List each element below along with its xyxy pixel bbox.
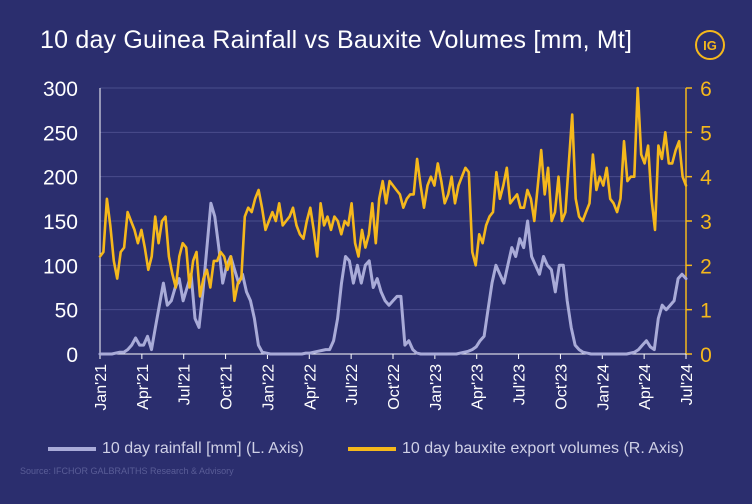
y-right-tick-label: 6 xyxy=(700,78,712,101)
x-tick-label: Jan'24 xyxy=(595,364,612,411)
y-right-tick-label: 3 xyxy=(700,211,712,234)
y-right-tick-label: 2 xyxy=(700,255,712,278)
x-tick-label: Jan'23 xyxy=(428,364,445,411)
legend-label-rainfall: 10 day rainfall [mm] (L. Axis) xyxy=(102,440,304,457)
x-tick-label: Jul'23 xyxy=(512,364,529,405)
x-tick-label: Apr'21 xyxy=(135,364,152,410)
x-tick-label: Jan'22 xyxy=(260,364,277,411)
x-axis: Jan'21 Apr'21 Jul'21 Oct'21 Jan'22 Apr'22 Jul'… xyxy=(93,354,696,411)
legend: 10 day rainfall [mm] (L. Axis) 10 day ba… xyxy=(0,440,752,464)
y-left-tick-label: 300 xyxy=(43,78,78,101)
x-tick-label: Apr'24 xyxy=(637,364,654,410)
x-tick-label: Oct'21 xyxy=(219,364,236,410)
y-left-tick-label: 50 xyxy=(55,300,78,323)
series-lines xyxy=(98,86,688,356)
legend-swatch-bauxite xyxy=(348,447,396,451)
x-tick-label: Oct'23 xyxy=(553,364,570,410)
y-axis-right: 0 1 2 3 4 5 6 xyxy=(686,78,712,367)
x-tick-label: Jan'21 xyxy=(93,364,110,411)
x-tick-label: Jul'22 xyxy=(344,364,361,405)
x-tick-label: Apr'22 xyxy=(302,364,319,410)
y-left-tick-label: 250 xyxy=(43,122,78,145)
legend-item-bauxite: 10 day bauxite export volumes (R. Axis) xyxy=(348,440,684,458)
chart-title: 10 day Guinea Rainfall vs Bauxite Volume… xyxy=(40,26,633,54)
x-tick-label: Jul'21 xyxy=(177,364,194,405)
y-right-tick-label: 1 xyxy=(700,300,712,323)
legend-label-bauxite: 10 day bauxite export volumes (R. Axis) xyxy=(402,440,684,457)
series-line-bauxite xyxy=(98,86,688,303)
gridlines xyxy=(100,87,686,311)
y-left-tick-label: 200 xyxy=(43,167,78,190)
y-left-tick-label: 100 xyxy=(43,255,78,278)
x-tick-label: Jul'24 xyxy=(679,364,696,405)
y-left-tick-label: 0 xyxy=(66,344,78,367)
y-axis-left: 0 50 100 150 200 250 300 xyxy=(43,78,78,367)
series-line-rainfall xyxy=(98,201,688,356)
source-note: Source: IFCHOR GALBRAITHS Research & Adv… xyxy=(20,466,234,476)
ig-logo-icon: IG xyxy=(695,30,725,60)
y-right-tick-label: 5 xyxy=(700,122,712,145)
x-tick-label: Apr'23 xyxy=(470,364,487,410)
y-right-tick-label: 0 xyxy=(700,344,712,367)
legend-swatch-rainfall xyxy=(48,447,96,451)
legend-item-rainfall: 10 day rainfall [mm] (L. Axis) xyxy=(48,440,304,458)
y-left-tick-label: 150 xyxy=(43,211,78,234)
y-right-tick-label: 4 xyxy=(700,167,712,190)
x-tick-label: Oct'22 xyxy=(386,364,403,410)
